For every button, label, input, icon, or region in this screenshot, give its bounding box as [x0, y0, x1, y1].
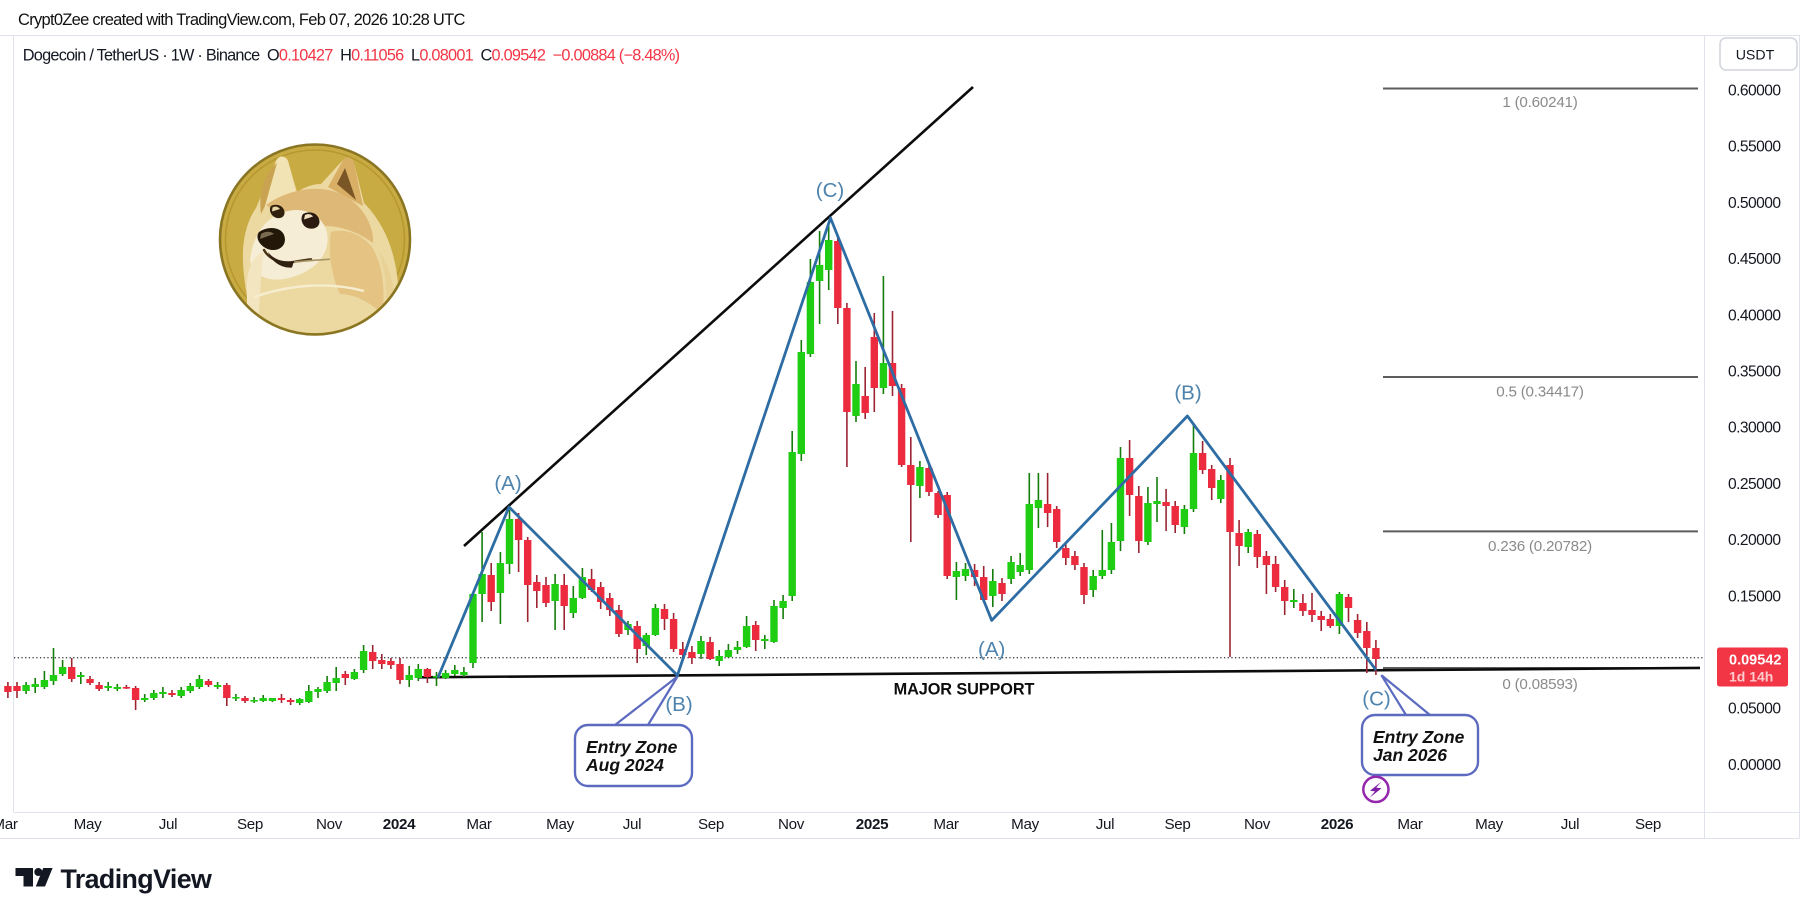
svg-text:(B): (B)	[1174, 382, 1201, 405]
svg-text:0.25000: 0.25000	[1728, 476, 1781, 493]
svg-text:Sep: Sep	[698, 816, 724, 833]
svg-text:Dogecoin / TetherUS · 1W · Bin: Dogecoin / TetherUS · 1W · Binance O0.10…	[23, 47, 680, 65]
svg-text:Jul: Jul	[1096, 816, 1115, 833]
svg-text:Mar: Mar	[933, 816, 958, 833]
svg-text:Mar: Mar	[0, 816, 18, 833]
svg-text:1d 14h: 1d 14h	[1729, 669, 1773, 685]
svg-text:0.15000: 0.15000	[1728, 588, 1781, 605]
svg-text:0.35000: 0.35000	[1728, 364, 1781, 381]
svg-text:(C): (C)	[816, 179, 844, 202]
svg-text:0.55000: 0.55000	[1728, 139, 1781, 156]
svg-text:1 (0.60241): 1 (0.60241)	[1502, 94, 1577, 111]
svg-text:0.05000: 0.05000	[1728, 701, 1781, 718]
svg-text:May: May	[74, 816, 102, 833]
svg-text:USDT: USDT	[1736, 48, 1775, 64]
svg-text:2025: 2025	[856, 816, 889, 833]
svg-text:Jul: Jul	[623, 816, 642, 833]
svg-text:0.50000: 0.50000	[1728, 195, 1781, 212]
svg-text:TradingView: TradingView	[61, 864, 213, 894]
svg-text:Sep: Sep	[1164, 816, 1190, 833]
svg-text:Mar: Mar	[1397, 816, 1422, 833]
svg-text:2026: 2026	[1321, 816, 1354, 833]
svg-text:0.30000: 0.30000	[1728, 420, 1781, 437]
svg-text:Entry Zone: Entry Zone	[1373, 727, 1465, 747]
svg-text:0.00000: 0.00000	[1728, 757, 1781, 774]
svg-text:May: May	[1475, 816, 1503, 833]
svg-text:0.20000: 0.20000	[1728, 532, 1781, 549]
svg-text:Nov: Nov	[778, 816, 805, 833]
svg-text:0.5 (0.34417): 0.5 (0.34417)	[1496, 384, 1584, 401]
svg-text:Aug 2024: Aug 2024	[585, 755, 664, 775]
svg-text:0.09542: 0.09542	[1729, 653, 1781, 669]
svg-text:MAJOR SUPPORT: MAJOR SUPPORT	[894, 681, 1035, 699]
svg-text:0.236 (0.20782): 0.236 (0.20782)	[1488, 538, 1592, 555]
svg-text:May: May	[1011, 816, 1039, 833]
svg-text:Sep: Sep	[1635, 816, 1661, 833]
svg-text:(A): (A)	[978, 638, 1005, 661]
svg-text:Jan 2026: Jan 2026	[1373, 745, 1447, 765]
svg-text:2024: 2024	[383, 816, 416, 833]
svg-text:May: May	[546, 816, 574, 833]
svg-text:Mar: Mar	[466, 816, 491, 833]
svg-text:0.60000: 0.60000	[1728, 83, 1781, 100]
svg-text:0.40000: 0.40000	[1728, 307, 1781, 324]
svg-text:Nov: Nov	[1244, 816, 1271, 833]
svg-text:Entry Zone: Entry Zone	[586, 737, 678, 757]
svg-text:Jul: Jul	[159, 816, 178, 833]
svg-text:Sep: Sep	[237, 816, 263, 833]
svg-text:(B): (B)	[665, 693, 692, 716]
svg-text:(A): (A)	[494, 472, 521, 495]
svg-text:0.45000: 0.45000	[1728, 251, 1781, 268]
svg-text:Crypt0Zee created with Trading: Crypt0Zee created with TradingView.com, …	[18, 11, 465, 29]
svg-text:0 (0.08593): 0 (0.08593)	[1502, 676, 1577, 693]
svg-text:Jul: Jul	[1561, 816, 1580, 833]
svg-text:Nov: Nov	[316, 816, 343, 833]
svg-text:(C): (C)	[1362, 688, 1390, 711]
